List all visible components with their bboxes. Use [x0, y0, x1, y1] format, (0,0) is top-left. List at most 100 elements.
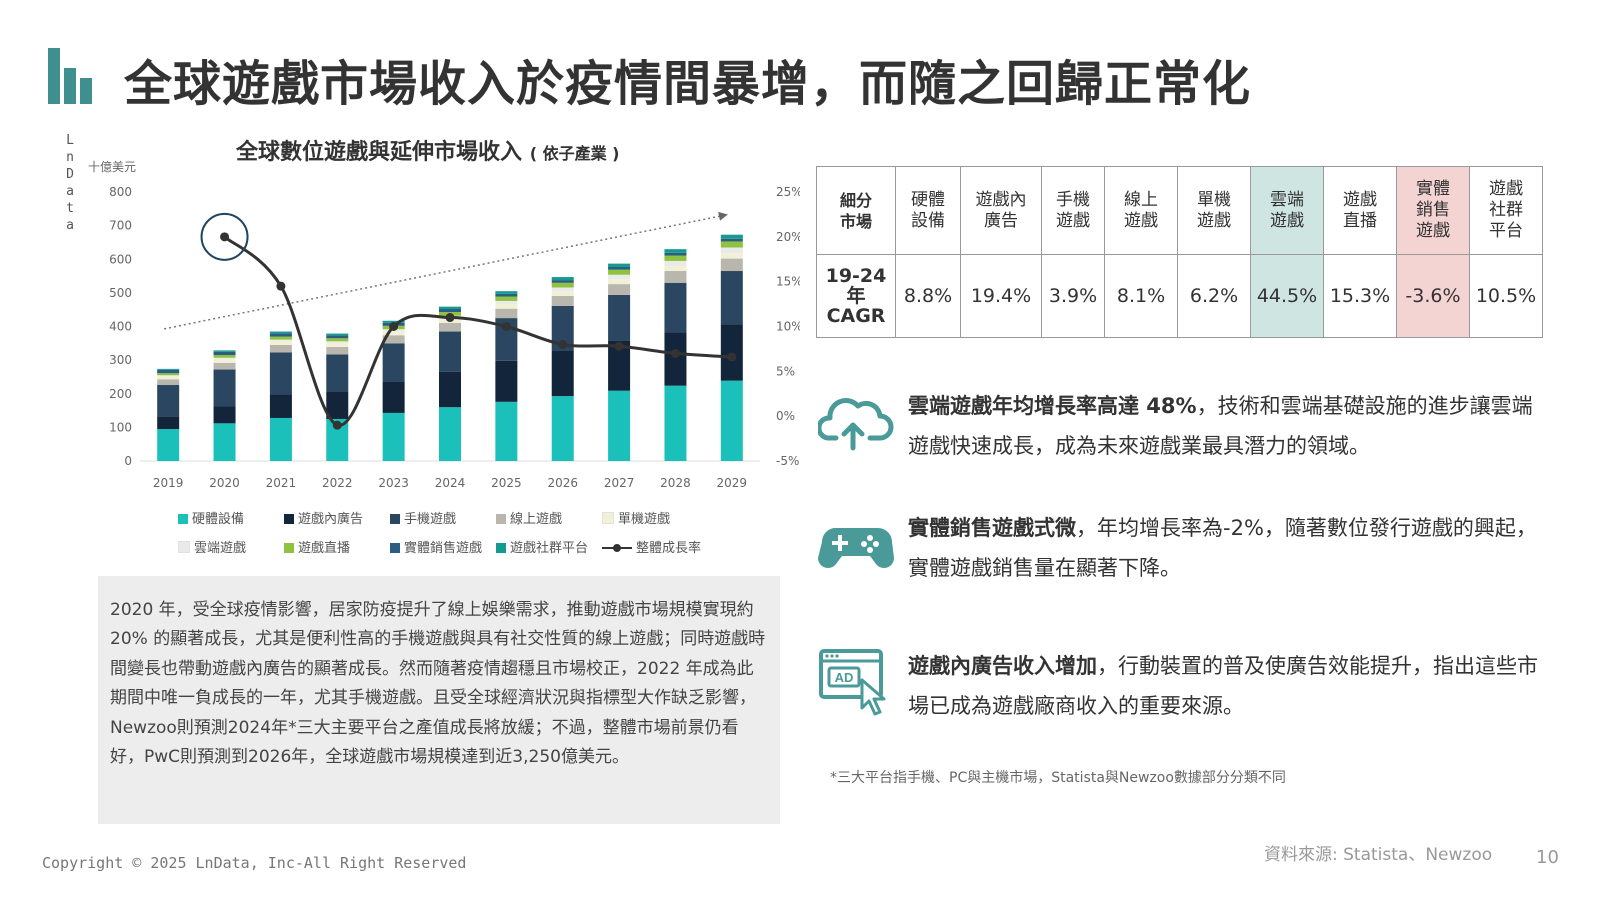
- bar-segment: [382, 381, 405, 413]
- table-column-header: 雲端 遊戲: [1250, 166, 1324, 255]
- bar-segment: [269, 352, 292, 395]
- brand-letter: D: [66, 167, 74, 182]
- column-header-line: 雲端: [1270, 189, 1304, 210]
- logo-bar: [48, 48, 60, 104]
- bar-segment: [382, 343, 405, 382]
- y-tick-label: 0: [124, 454, 132, 468]
- legend-item: 遊戲內廣告: [284, 508, 363, 527]
- bar-segment: [664, 282, 687, 333]
- y2-tick-label: 5%: [776, 364, 795, 378]
- legend-label: 單機遊戲: [618, 512, 671, 527]
- bar-segment: [326, 341, 349, 343]
- legend-swatch: [178, 514, 188, 524]
- table-value-row: 19-24 年 CAGR 8.8% 19.4% 3.9% 8.1% 6.2% 44.5% 15.…: [816, 254, 1543, 338]
- x-tick-label: 2025: [491, 476, 522, 490]
- legend-label: 手機遊戲: [404, 512, 457, 527]
- legend-label: 線上遊戲: [510, 512, 563, 527]
- column-header-line: 銷售: [1416, 200, 1450, 220]
- bar-segment: [664, 249, 687, 253]
- y-tick-label: 600: [109, 252, 132, 266]
- bar-segment: [326, 354, 349, 392]
- y-tick-label: 700: [109, 219, 132, 233]
- bar-segment: [326, 338, 349, 342]
- brand-letter: a: [66, 184, 74, 199]
- bar-segment: [720, 238, 743, 242]
- gamepad-icon: [818, 528, 894, 568]
- column-header-line: 遊戲: [1056, 210, 1090, 231]
- legend-label: 雲端遊戲: [194, 541, 247, 556]
- bar-segment: [382, 331, 405, 336]
- column-header-line: 遊戲: [1489, 179, 1523, 199]
- y-tick-label: 500: [109, 286, 132, 300]
- x-tick-label: 2022: [322, 476, 353, 490]
- bar-segment: [551, 287, 574, 292]
- column-header-line: 遊戲內: [975, 189, 1027, 210]
- column-header-line: 平台: [1489, 221, 1523, 241]
- bar-segment: [608, 274, 631, 280]
- row-label-line: 19-24: [825, 265, 887, 287]
- bar-segment: [608, 266, 631, 270]
- table-header-row: 細分 市場 硬體 設備 遊戲內 廣告 手機 遊戲 線上 遊戲 單機 遊戲 雲端 遊戲 遊戲 直播 實體 銷售 遊戲…: [816, 166, 1543, 255]
- column-header-line: 設備: [911, 210, 945, 231]
- legend-label: 遊戲直播: [298, 541, 351, 556]
- growth-point: [501, 322, 511, 331]
- bar-segment: [664, 385, 687, 461]
- bar-segment: [326, 342, 349, 348]
- bar-segment: [608, 340, 631, 391]
- table-header-label: 細分 市場: [816, 166, 896, 255]
- legend-swatch: [602, 543, 632, 553]
- svg-text:AD: AD: [835, 670, 854, 685]
- table-column-header: 單機 遊戲: [1177, 166, 1251, 255]
- bar-segment: [720, 241, 743, 248]
- y2-tick-label: 10%: [776, 320, 800, 334]
- brand-letter: n: [66, 150, 74, 165]
- table-value-cell: 44.5%: [1250, 254, 1324, 338]
- point-rest: ，行動裝置的普及使廣告效能提升，指出這些市場已成為遊戲廠商收入的重要來源。: [908, 654, 1538, 718]
- source-credit: 資料來源: Statista、Newzoo: [1264, 845, 1493, 865]
- legend-label: 硬體設備: [192, 512, 245, 527]
- legend-label: 整體成長率: [636, 541, 702, 556]
- legend-item: 實體銷售遊戲: [390, 537, 482, 556]
- column-header-line: 遊戲: [1416, 221, 1450, 241]
- point-bold: 遊戲內廣告收入增加: [908, 654, 1097, 678]
- x-tick-label: 2026: [547, 476, 578, 490]
- bar-segment: [664, 260, 687, 266]
- point-cloud: 雲端遊戲年均增長率高達 48%，技術和雲端基礎設施的進步讓雲端遊戲快速成長，成為…: [818, 386, 1538, 476]
- x-tick-label: 2029: [717, 476, 748, 490]
- y-tick-label: 300: [109, 353, 132, 367]
- bar-segment: [382, 335, 405, 344]
- header-label-line: 市場: [839, 211, 872, 231]
- bar-segment: [439, 309, 461, 313]
- column-header-line: 硬體: [911, 189, 945, 210]
- summary-text: 2020 年，受全球疫情影響，居家防疫提升了線上娛樂需求，推動遊戲市場規模實現約…: [98, 576, 780, 824]
- legend-swatch: [390, 514, 400, 524]
- bar-segment: [495, 308, 518, 319]
- table-value-cell: 10.5%: [1469, 254, 1543, 338]
- table-column-header: 線上 遊戲: [1104, 166, 1178, 255]
- bar-segment: [326, 335, 349, 339]
- legend-item: 硬體設備: [178, 508, 244, 527]
- growth-point: [727, 352, 737, 362]
- growth-point: [332, 420, 342, 430]
- logo: [48, 48, 92, 104]
- bar-segment: [720, 324, 743, 381]
- bar-segment: [157, 416, 180, 430]
- legend-swatch: [390, 543, 400, 553]
- x-tick-label: 2028: [660, 476, 691, 490]
- trend-arrow: [164, 211, 728, 330]
- legend-label: 遊戲社群平台: [510, 541, 589, 556]
- bar-segment: [495, 293, 518, 297]
- bar-segment: [720, 271, 743, 325]
- point-ads: AD 遊戲內廣告收入增加，行動裝置的普及使廣告效能提升，指出這些市場已成為遊戲廠…: [818, 646, 1538, 736]
- bar-segment: [157, 373, 180, 376]
- growth-point: [445, 313, 455, 323]
- column-header-line: 遊戲: [1197, 210, 1231, 231]
- table-column-header: 手機 遊戲: [1041, 166, 1105, 255]
- bar-segment: [213, 369, 236, 407]
- table-column-header: 硬體 設備: [895, 166, 961, 255]
- bar-segment: [157, 379, 180, 386]
- brand-letter: a: [66, 218, 74, 233]
- x-tick-label: 2019: [153, 476, 184, 490]
- bar-segment: [382, 412, 405, 461]
- bar-segment: [213, 357, 236, 359]
